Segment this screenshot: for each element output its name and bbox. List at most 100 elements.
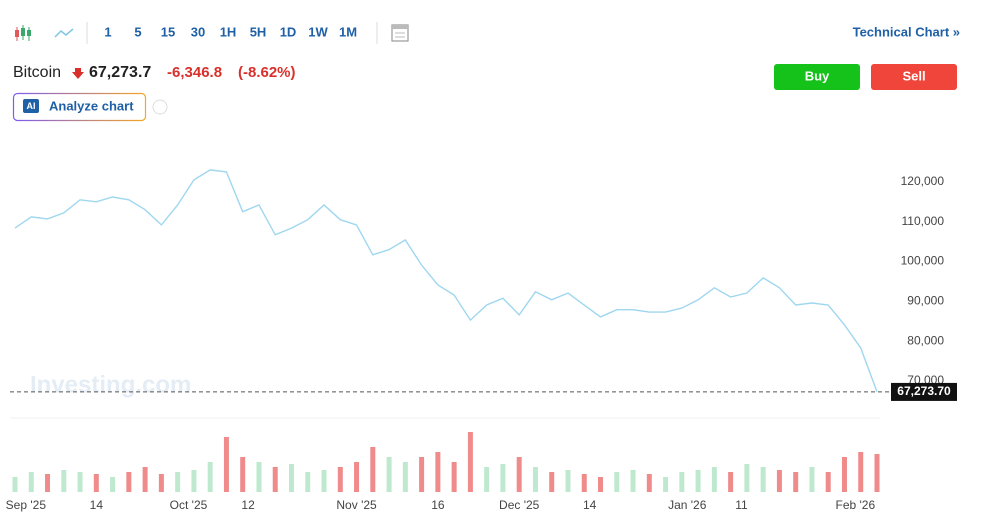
- interval-button[interactable]: 1: [104, 24, 111, 39]
- volume-bar: [386, 457, 392, 492]
- volume-bar: [12, 477, 18, 492]
- last-price: 67,273.7: [89, 64, 151, 81]
- x-tick-label: 16: [431, 498, 445, 512]
- y-tick-label: 90,000: [907, 294, 944, 308]
- buy-button[interactable]: Buy: [774, 64, 860, 90]
- volume-bar: [272, 467, 278, 492]
- volume-bar: [874, 454, 880, 492]
- volume-bar: [288, 464, 294, 492]
- volume-bar: [158, 474, 164, 492]
- volume-bar: [337, 467, 343, 492]
- interval-button[interactable]: 15: [161, 24, 175, 39]
- volume-bar: [451, 462, 457, 492]
- interval-button[interactable]: 1H: [220, 24, 237, 39]
- analyze-chart-button[interactable]: AI Analyze chart: [12, 92, 147, 122]
- volume-bar: [695, 470, 701, 492]
- interval-button[interactable]: 1D: [280, 24, 297, 39]
- volume-bar: [191, 470, 197, 492]
- volume-bar: [142, 467, 148, 492]
- volume-bar: [663, 477, 669, 492]
- ai-badge[interactable]: AI: [27, 101, 36, 111]
- volume-bar: [402, 462, 408, 492]
- volume-bar: [370, 447, 376, 492]
- technical-chart-link[interactable]: Technical Chart »: [853, 24, 960, 39]
- volume-bar: [516, 457, 522, 492]
- volume-bar: [207, 462, 213, 492]
- volume-bar: [419, 457, 425, 492]
- volume-bar: [500, 464, 506, 492]
- x-tick-label: 11: [735, 498, 748, 512]
- volume-bar: [679, 472, 685, 492]
- volume-bar: [126, 472, 132, 492]
- volume-bar: [45, 474, 51, 492]
- volume-bar: [630, 470, 636, 492]
- sell-label[interactable]: Sell: [902, 68, 925, 83]
- y-tick-label: 120,000: [901, 174, 945, 188]
- volume-bar: [532, 467, 538, 492]
- volume-bar: [858, 452, 864, 492]
- volume-bar: [240, 457, 246, 492]
- calendar-icon[interactable]: [391, 24, 409, 42]
- interval-button[interactable]: 5: [134, 24, 141, 39]
- volume-bar: [305, 472, 311, 492]
- volume-bar: [776, 470, 782, 492]
- x-tick-label: Dec '25: [499, 498, 540, 512]
- percent-change: (-8.62%): [238, 64, 296, 81]
- price-line: [14, 169, 878, 393]
- volume-bar: [841, 457, 847, 492]
- volume-bar: [77, 472, 83, 492]
- volume-bar: [110, 477, 116, 492]
- volume-bar: [354, 462, 360, 492]
- x-tick-label: Oct '25: [170, 498, 208, 512]
- volume-bar: [256, 462, 262, 492]
- x-tick-label: 12: [241, 498, 255, 512]
- volume-bar: [744, 464, 750, 492]
- volume-bar: [760, 467, 766, 492]
- volume-bar: [321, 470, 327, 492]
- instrument-name: Bitcoin: [13, 64, 61, 81]
- volume-bar: [646, 474, 652, 492]
- volume-bar: [467, 432, 473, 492]
- candlestick-icon[interactable]: [15, 25, 31, 41]
- volume-bar: [598, 477, 604, 492]
- x-tick-label: Nov '25: [336, 498, 377, 512]
- volume-bar: [175, 472, 181, 492]
- volume-bar: [614, 472, 620, 492]
- volume-bar: [711, 467, 717, 492]
- volume-bar: [809, 467, 815, 492]
- down-arrow: [72, 68, 84, 79]
- y-tick-label: 80,000: [907, 333, 944, 347]
- volume-bar: [549, 472, 555, 492]
- volume-bar: [61, 470, 67, 492]
- analyze-label[interactable]: Analyze chart: [49, 98, 134, 113]
- interval-button[interactable]: 5H: [250, 24, 267, 39]
- watermark: Investing.com: [30, 371, 191, 398]
- volume-bar: [793, 472, 799, 492]
- y-tick-label: 110,000: [902, 214, 945, 228]
- volume-bar: [435, 452, 441, 492]
- last-price-box: [891, 382, 957, 401]
- line-icon[interactable]: [54, 28, 74, 38]
- x-tick-label: Feb '26: [835, 498, 875, 512]
- interval-button[interactable]: 1W: [308, 24, 328, 39]
- interval-button[interactable]: 1M: [339, 24, 357, 39]
- volume-bar: [28, 472, 34, 492]
- volume-bar: [581, 474, 587, 492]
- last-price-label: 67,273.70: [897, 384, 951, 398]
- volume-bar: [223, 437, 229, 492]
- volume-bar: [728, 472, 734, 492]
- volume-bar: [484, 467, 490, 492]
- x-tick-label: Jan '26: [668, 498, 707, 512]
- x-tick-label: 14: [583, 498, 597, 512]
- buy-label[interactable]: Buy: [805, 68, 830, 83]
- sell-button[interactable]: Sell: [871, 64, 957, 90]
- volume-bar: [93, 474, 99, 492]
- info-icon[interactable]: [152, 99, 168, 115]
- x-tick-label: Sep '25: [6, 498, 47, 512]
- volume-bar: [565, 470, 571, 492]
- volume-bar: [825, 472, 831, 492]
- y-tick-label: 100,000: [901, 254, 945, 268]
- interval-button[interactable]: 30: [191, 24, 205, 39]
